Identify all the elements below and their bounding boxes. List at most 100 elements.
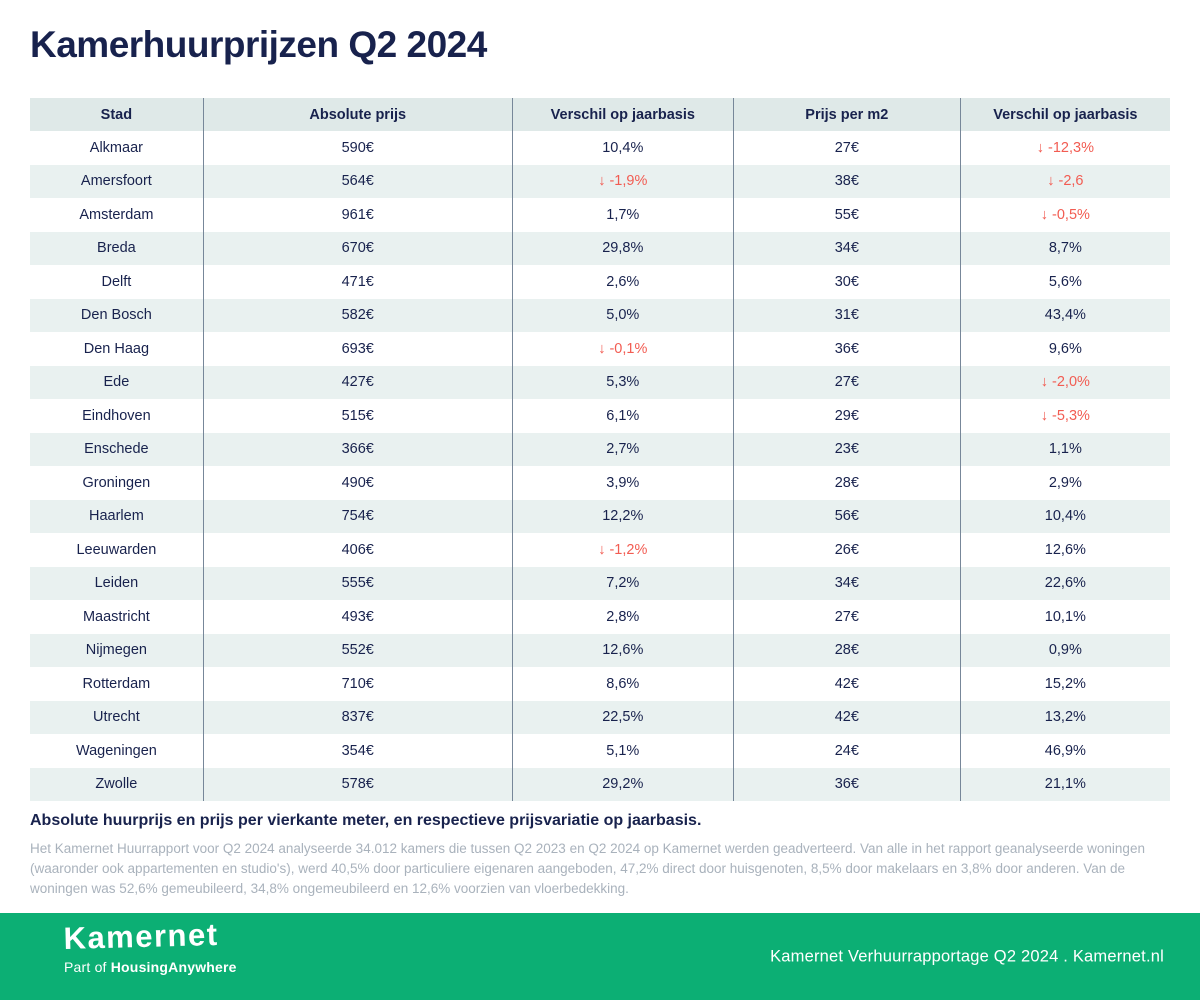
value-cell: 15,2% xyxy=(959,667,1170,701)
value-cell: ↓ -5,3% xyxy=(959,399,1170,433)
value-cell: 29€ xyxy=(732,399,961,433)
table-row: Wageningen 354€ 5,1% 24€ 46,9% xyxy=(30,734,1170,768)
value-cell: 26€ xyxy=(732,533,961,567)
value-cell: 0,9% xyxy=(959,633,1170,667)
city-cell: Amersfoort xyxy=(30,164,204,198)
city-cell: Zwolle xyxy=(30,767,204,801)
value-cell: 406€ xyxy=(202,533,513,567)
city-cell: Ede xyxy=(30,365,204,399)
value-cell: 2,8% xyxy=(511,600,734,634)
part-of-label: Part of xyxy=(64,959,107,976)
value-cell: 555€ xyxy=(202,566,513,600)
value-cell: 366€ xyxy=(202,432,513,466)
value-cell: 36€ xyxy=(732,332,961,366)
page-title: Kamerhuurprijzen Q2 2024 xyxy=(30,24,487,65)
table-row: Groningen 490€ 3,9% 28€ 2,9% xyxy=(30,466,1170,500)
value-cell: 38€ xyxy=(732,164,961,198)
value-cell: 30€ xyxy=(732,265,961,299)
value-cell: 493€ xyxy=(202,600,513,634)
value-cell: 36€ xyxy=(732,767,961,801)
value-cell: 578€ xyxy=(202,767,513,801)
value-cell: 13,2% xyxy=(959,700,1170,734)
value-cell: 21,1% xyxy=(959,767,1170,801)
value-cell: 670€ xyxy=(202,231,513,265)
footnote-paragraph: Het Kamernet Huurrapport voor Q2 2024 an… xyxy=(30,841,1145,896)
value-cell: 5,3% xyxy=(511,365,734,399)
value-cell: 10,1% xyxy=(959,600,1170,634)
table-row: Den Haag 693€ ↓ -0,1% 36€ 9,6% xyxy=(30,332,1170,366)
table-row: Breda 670€ 29,8% 34€ 8,7% xyxy=(30,231,1170,265)
table-row: Zwolle 578€ 29,2% 36€ 21,1% xyxy=(30,767,1170,801)
col-header-absolute-prijs: Absolute prijs xyxy=(202,98,513,131)
kamernet-logo-text: Kamernet xyxy=(63,916,219,956)
value-cell: 8,7% xyxy=(959,231,1170,265)
value-cell: 427€ xyxy=(202,365,513,399)
value-cell: ↓ -0,5% xyxy=(959,198,1170,232)
logo-subtitle: Part of HousingAnywhere xyxy=(64,959,237,975)
value-cell: 56€ xyxy=(732,499,961,533)
value-cell: 29,8% xyxy=(511,231,734,265)
table-row: Utrecht 837€ 22,5% 42€ 13,2% xyxy=(30,700,1170,734)
city-cell: Enschede xyxy=(30,432,204,466)
table-row: Maastricht 493€ 2,8% 27€ 10,1% xyxy=(30,600,1170,634)
value-cell: 590€ xyxy=(202,131,513,165)
city-cell: Wageningen xyxy=(75,742,157,759)
kamernet-logo: Kamernet Part of HousingAnywhere xyxy=(63,917,237,975)
city-cell: Utrecht xyxy=(30,700,204,734)
city-cell: Maastricht xyxy=(82,608,150,625)
value-cell: 5,1% xyxy=(511,734,734,768)
value-cell: 29,2% xyxy=(511,767,734,801)
value-cell: ↓ -1,2% xyxy=(511,533,734,567)
value-cell: ↓ -2,6 xyxy=(959,164,1170,198)
city-cell: Nijmegen xyxy=(30,633,204,667)
value-cell: 1,1% xyxy=(959,432,1170,466)
city-cell: Den Bosch xyxy=(30,298,204,332)
value-cell: 22,6% xyxy=(959,566,1170,600)
value-cell: 754€ xyxy=(202,499,513,533)
footer-report-label: Kamernet Verhuurrapportage Q2 2024 . Kam… xyxy=(770,947,1164,965)
value-cell: 34€ xyxy=(732,566,961,600)
rent-price-table: Stad Absolute prijs Verschil op jaarbasi… xyxy=(30,98,1170,801)
table-row: Delft 471€ 2,6% 30€ 5,6% xyxy=(30,265,1170,299)
city-cell: Leeuwarden xyxy=(76,541,157,558)
value-cell: 24€ xyxy=(732,734,961,768)
value-cell: 710€ xyxy=(202,667,513,701)
value-cell: 7,2% xyxy=(511,566,734,600)
value-cell: 55€ xyxy=(732,198,961,232)
value-cell: 3,9% xyxy=(511,466,734,500)
value-cell: 42€ xyxy=(732,700,961,734)
city-cell: Breda xyxy=(30,231,204,265)
table-row: Alkmaar 590€ 10,4% 27€ ↓ -12,3% xyxy=(30,131,1170,165)
city-cell: Haarlem xyxy=(30,499,204,533)
value-cell: 490€ xyxy=(202,466,513,500)
value-cell: 5,0% xyxy=(511,298,734,332)
table-row: Haarlem 754€ 12,2% 56€ 10,4% xyxy=(30,499,1170,533)
value-cell: 693€ xyxy=(202,332,513,366)
col-header-stad: Stad xyxy=(30,98,204,131)
footnote-section: Absolute huurprijs en prijs per vierkant… xyxy=(30,812,1170,899)
value-cell: 6,1% xyxy=(511,399,734,433)
col-header-verschil-jaarbasis-1: Verschil op jaarbasis xyxy=(511,98,734,131)
value-cell: 1,7% xyxy=(511,198,734,232)
table-row: Rotterdam 710€ 8,6% 42€ 15,2% xyxy=(30,667,1170,701)
value-cell: 28€ xyxy=(732,466,961,500)
table-row: Amersfoort 564€ ↓ -1,9% 38€ ↓ -2,6 xyxy=(30,164,1170,198)
footer-band: Kamernet Part of HousingAnywhere Kamerne… xyxy=(0,913,1200,1000)
table-header-row: Stad Absolute prijs Verschil op jaarbasi… xyxy=(30,98,1170,131)
value-cell: 22,5% xyxy=(511,700,734,734)
value-cell: 27€ xyxy=(732,131,961,165)
value-cell: 8,6% xyxy=(511,667,734,701)
table-row: Ede 427€ 5,3% 27€ ↓ -2,0% xyxy=(30,365,1170,399)
value-cell: ↓ -2,0% xyxy=(959,365,1170,399)
value-cell: 42€ xyxy=(732,667,961,701)
value-cell: 12,2% xyxy=(511,499,734,533)
col-header-prijs-per-m2: Prijs per m2 xyxy=(732,98,961,131)
value-cell: ↓ -0,1% xyxy=(511,332,734,366)
value-cell: 2,9% xyxy=(959,466,1170,500)
value-cell: 837€ xyxy=(202,700,513,734)
city-cell: Rotterdam xyxy=(82,675,151,692)
table-row: Amsterdam 961€ 1,7% 55€ ↓ -0,5% xyxy=(30,198,1170,232)
value-cell: 43,4% xyxy=(959,298,1170,332)
table-row: Den Bosch 582€ 5,0% 31€ 43,4% xyxy=(30,298,1170,332)
